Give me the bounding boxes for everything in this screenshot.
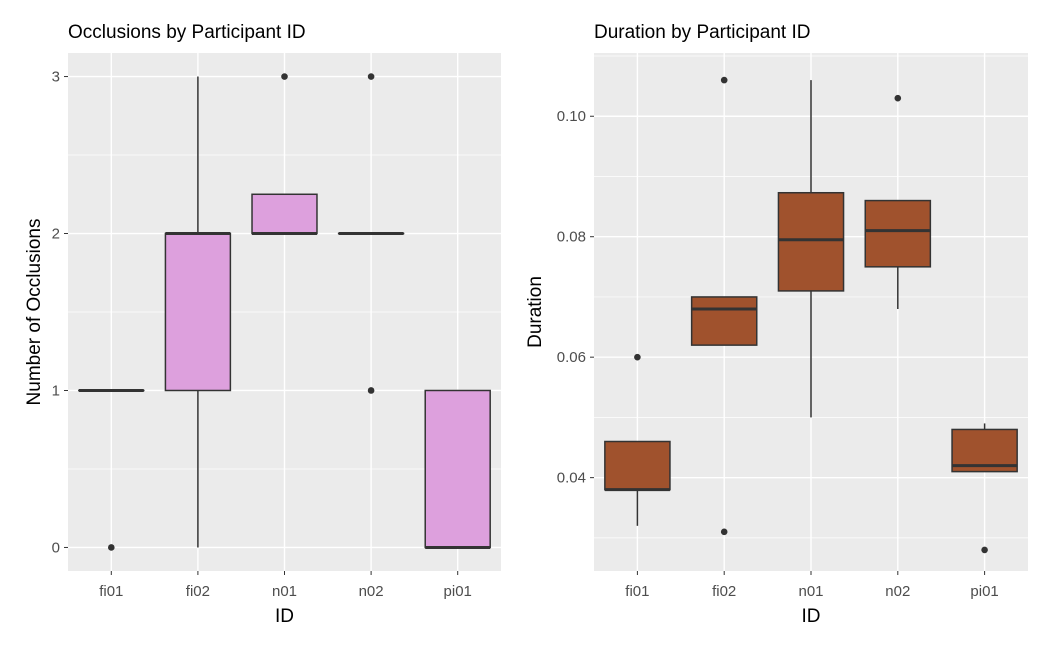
box (164, 232, 232, 392)
boxplot-n02 (337, 73, 405, 394)
x-tick-label: n01 (272, 583, 297, 600)
x-tick-label: fi01 (625, 583, 649, 600)
y-axis-title: Number of Occlusions (24, 219, 45, 406)
boxplot-fi02 (690, 76, 758, 536)
chart-title: Occlusions by Participant ID (68, 22, 306, 43)
boxplot-fi01 (78, 388, 145, 551)
outlier-point (634, 353, 641, 361)
box (251, 193, 318, 235)
boxplots (604, 76, 1018, 554)
y-tick-label: 0.04 (557, 470, 586, 487)
y-tick-label: 0 (52, 539, 60, 556)
x-tick-label: n02 (359, 583, 384, 600)
outlier-point (981, 546, 988, 554)
boxplots (78, 73, 491, 551)
x-axis-ticks: fi01 fi02 n01 n02 pi01 (625, 571, 999, 600)
box (604, 440, 671, 491)
boxplot-pi01 (951, 423, 1018, 554)
boxplot-fi01 (604, 353, 671, 526)
x-tick-label: pi01 (444, 583, 472, 600)
y-tick-label: 0.06 (557, 349, 586, 366)
y-tick-label: 2 (52, 226, 60, 243)
outlier-point (720, 76, 728, 84)
x-tick-label: n01 (798, 583, 823, 600)
outlier-point (894, 94, 902, 102)
duration-panel: 0.04 0.06 0.08 0.10 fi01 fi02 n01 n02 pi01 Dura… (525, 22, 1028, 627)
x-tick-label: fi01 (99, 583, 123, 600)
box (777, 191, 845, 292)
boxplot-n01 (777, 80, 845, 418)
boxplot-fi02 (164, 76, 232, 548)
y-tick-label: 3 (52, 69, 60, 86)
box (864, 199, 932, 268)
outlier-point (281, 73, 288, 80)
box (424, 389, 491, 549)
boxplot-pi01 (424, 389, 491, 549)
outlier-point (108, 544, 115, 551)
y-axis-title: Duration (525, 276, 546, 348)
outlier-point (720, 528, 728, 536)
chart-title: Duration by Participant ID (594, 22, 811, 43)
y-tick-label: 0.08 (557, 229, 586, 246)
x-axis-title: ID (275, 606, 294, 627)
outlier-point (367, 73, 375, 80)
y-axis-ticks: 0 1 2 3 (52, 69, 68, 556)
x-axis-ticks: fi01 fi02 n01 n02 pi01 (99, 571, 472, 600)
x-axis-title: ID (802, 606, 821, 627)
x-tick-label: fi02 (712, 583, 736, 600)
box (690, 296, 758, 346)
y-axis-ticks: 0.04 0.06 0.08 0.10 (557, 108, 594, 487)
occlusions-panel: 0 1 2 3 fi01 fi02 n01 n02 pi01 Occlusions by Pa… (24, 22, 501, 627)
x-tick-label: pi01 (970, 583, 998, 600)
boxplot-n01 (251, 73, 318, 236)
y-tick-label: 1 (52, 382, 60, 399)
x-tick-label: fi02 (186, 583, 210, 600)
boxplot-n02 (864, 94, 932, 309)
outlier-point (367, 387, 375, 394)
x-tick-label: n02 (885, 583, 910, 600)
y-tick-label: 0.10 (557, 108, 586, 125)
